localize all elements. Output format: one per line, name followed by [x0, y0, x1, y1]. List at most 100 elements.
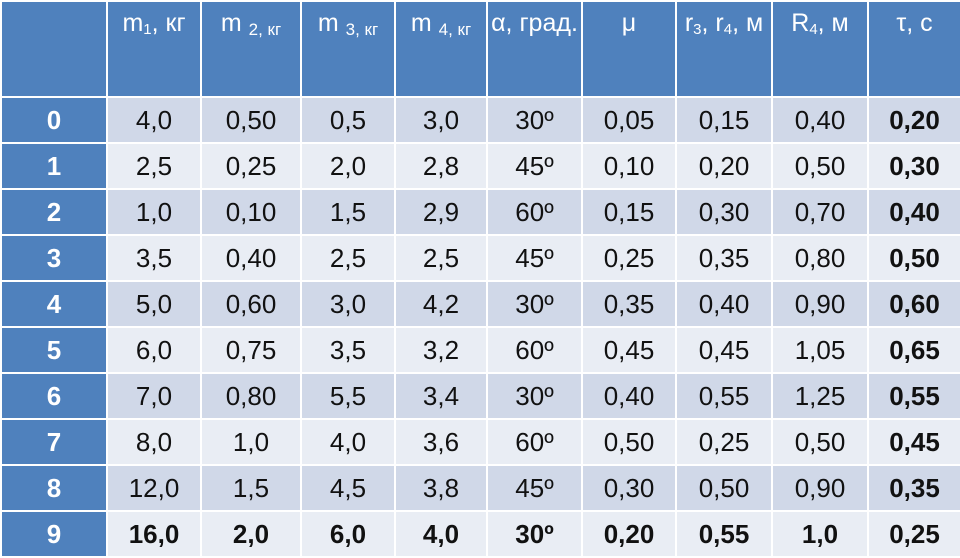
- cell-m1: 4,0: [106, 96, 202, 144]
- cell-R: 1,05: [771, 326, 869, 374]
- cell-index: 2: [0, 188, 108, 236]
- header-alpha: α, град.: [486, 0, 583, 98]
- cell-m4: 2,5: [394, 234, 488, 282]
- header-m4-sub: 4, кг: [438, 20, 472, 39]
- cell-mu: 0,35: [581, 280, 677, 328]
- cell-m2: 2,0: [200, 510, 302, 558]
- cell-m4: 3,2: [394, 326, 488, 374]
- table-row: 3 3,5 0,40 2,5 2,5 45º 0,25 0,35 0,80 0,…: [0, 234, 960, 282]
- cell-m4: 3,6: [394, 418, 488, 466]
- cell-m1: 7,0: [106, 372, 202, 420]
- cell-mu: 0,10: [581, 142, 677, 190]
- cell-R: 0,40: [771, 96, 869, 144]
- cell-r: 0,45: [675, 326, 773, 374]
- cell-m2: 0,10: [200, 188, 302, 236]
- cell-m3: 3,0: [300, 280, 396, 328]
- cell-m4: 3,4: [394, 372, 488, 420]
- cell-r: 0,35: [675, 234, 773, 282]
- cell-r: 0,55: [675, 510, 773, 558]
- cell-m3: 6,0: [300, 510, 396, 558]
- header-m1-main: m: [122, 9, 144, 37]
- cell-mu: 0,50: [581, 418, 677, 466]
- cell-m1: 8,0: [106, 418, 202, 466]
- cell-alpha: 30º: [486, 96, 583, 144]
- cell-tau: 0,45: [867, 418, 960, 466]
- table-row: 5 6,0 0,75 3,5 3,2 60º 0,45 0,45 1,05 0,…: [0, 326, 960, 374]
- cell-tau: 0,35: [867, 464, 960, 512]
- table-header: m1, кг m 2, кг m 3, кг m 4, кг α, град. …: [0, 0, 960, 98]
- header-m2-main: m: [220, 9, 249, 37]
- cell-alpha: 45º: [486, 142, 583, 190]
- header-m3: m 3, кг: [300, 0, 396, 98]
- table-row: 9 16,0 2,0 6,0 4,0 30º 0,20 0,55 1,0 0,2…: [0, 510, 960, 558]
- table-row: 0 4,0 0,50 0,5 3,0 30º 0,05 0,15 0,40 0,…: [0, 96, 960, 144]
- table-row: 2 1,0 0,10 1,5 2,9 60º 0,15 0,30 0,70 0,…: [0, 188, 960, 236]
- header-R-sub: 4: [809, 21, 818, 38]
- cell-index: 7: [0, 418, 108, 466]
- cell-R: 0,70: [771, 188, 869, 236]
- cell-r: 0,30: [675, 188, 773, 236]
- cell-index: 8: [0, 464, 108, 512]
- cell-tau: 0,30: [867, 142, 960, 190]
- cell-m4: 4,2: [394, 280, 488, 328]
- table-row: 6 7,0 0,80 5,5 3,4 30º 0,40 0,55 1,25 0,…: [0, 372, 960, 420]
- cell-m3: 4,5: [300, 464, 396, 512]
- cell-mu: 0,15: [581, 188, 677, 236]
- header-m4: m 4, кг: [394, 0, 488, 98]
- cell-m4: 2,9: [394, 188, 488, 236]
- header-mu: μ: [581, 0, 677, 98]
- cell-r: 0,40: [675, 280, 773, 328]
- cell-m1: 12,0: [106, 464, 202, 512]
- cell-m3: 4,0: [300, 418, 396, 466]
- cell-m3: 3,5: [300, 326, 396, 374]
- cell-alpha: 45º: [486, 464, 583, 512]
- cell-R: 0,90: [771, 464, 869, 512]
- cell-mu: 0,30: [581, 464, 677, 512]
- cell-index: 5: [0, 326, 108, 374]
- cell-index: 1: [0, 142, 108, 190]
- header-m3-main: m: [317, 9, 346, 37]
- header-m4-main: m: [410, 9, 439, 37]
- cell-m2: 0,80: [200, 372, 302, 420]
- cell-index: 3: [0, 234, 108, 282]
- cell-alpha: 30º: [486, 280, 583, 328]
- cell-tau: 0,60: [867, 280, 960, 328]
- cell-r: 0,25: [675, 418, 773, 466]
- header-m2: m 2, кг: [200, 0, 302, 98]
- cell-m3: 0,5: [300, 96, 396, 144]
- header-m1-unit: , кг: [151, 9, 186, 37]
- cell-m1: 6,0: [106, 326, 202, 374]
- cell-mu: 0,20: [581, 510, 677, 558]
- cell-R: 0,80: [771, 234, 869, 282]
- cell-m1: 1,0: [106, 188, 202, 236]
- cell-m2: 0,50: [200, 96, 302, 144]
- header-r-unit: , м: [732, 9, 764, 37]
- cell-r: 0,15: [675, 96, 773, 144]
- header-m2-sub: 2, кг: [248, 20, 282, 39]
- cell-R: 1,25: [771, 372, 869, 420]
- cell-tau: 0,40: [867, 188, 960, 236]
- cell-m2: 0,75: [200, 326, 302, 374]
- cell-mu: 0,45: [581, 326, 677, 374]
- cell-alpha: 30º: [486, 372, 583, 420]
- table-body: 0 4,0 0,50 0,5 3,0 30º 0,05 0,15 0,40 0,…: [0, 96, 960, 558]
- header-r4-sub: 4: [723, 21, 733, 38]
- header-r3-r4: r3, r4, м: [675, 0, 773, 98]
- cell-mu: 0,25: [581, 234, 677, 282]
- cell-m3: 2,5: [300, 234, 396, 282]
- table-row: 1 2,5 0,25 2,0 2,8 45º 0,10 0,20 0,50 0,…: [0, 142, 960, 190]
- cell-r: 0,50: [675, 464, 773, 512]
- cell-alpha: 60º: [486, 188, 583, 236]
- cell-alpha: 60º: [486, 326, 583, 374]
- cell-index: 0: [0, 96, 108, 144]
- cell-m2: 0,40: [200, 234, 302, 282]
- header-m1-sub: 1: [143, 21, 152, 38]
- cell-m3: 1,5: [300, 188, 396, 236]
- header-R-main: R: [791, 9, 810, 37]
- cell-m1: 3,5: [106, 234, 202, 282]
- cell-m3: 2,0: [300, 142, 396, 190]
- header-tau: τ, с: [867, 0, 960, 98]
- table-row: 4 5,0 0,60 3,0 4,2 30º 0,35 0,40 0,90 0,…: [0, 280, 960, 328]
- cell-index: 9: [0, 510, 108, 558]
